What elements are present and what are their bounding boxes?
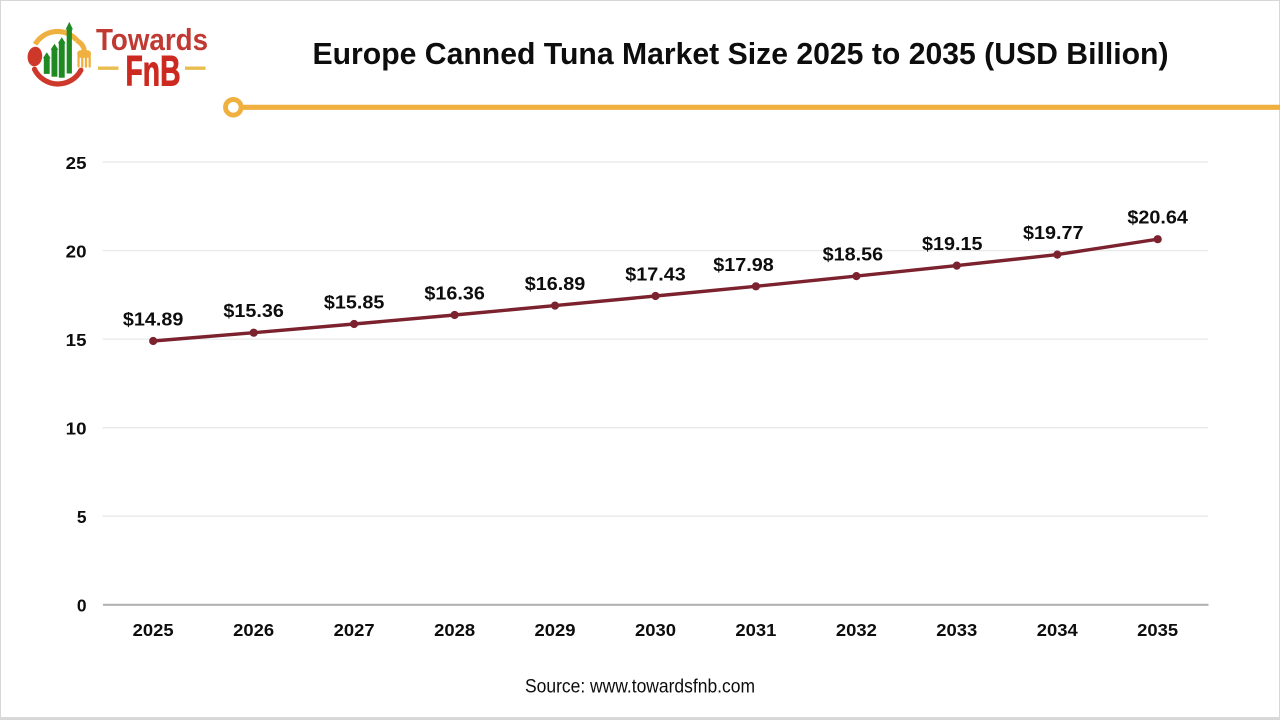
svg-text:$16.36: $16.36 [424,284,485,304]
svg-text:2027: 2027 [334,620,375,640]
svg-text:2028: 2028 [434,620,475,640]
svg-text:2031: 2031 [735,620,776,640]
svg-text:5: 5 [77,507,87,527]
svg-text:$17.43: $17.43 [625,265,686,285]
svg-text:Europe Canned Tuna Market Size: Europe Canned Tuna Market Size 2025 to 2… [313,36,1169,71]
svg-text:$20.64: $20.64 [1127,208,1188,228]
svg-text:2034: 2034 [1037,620,1078,640]
svg-text:$18.56: $18.56 [823,245,884,265]
svg-text:10: 10 [66,419,87,439]
svg-text:20: 20 [66,241,87,261]
svg-text:Towards: Towards [96,24,208,57]
svg-text:$15.36: $15.36 [223,301,284,321]
svg-text:2035: 2035 [1137,620,1178,640]
svg-text:2033: 2033 [936,620,977,640]
svg-text:$14.89: $14.89 [123,310,184,330]
svg-text:$17.98: $17.98 [713,255,774,275]
svg-text:15: 15 [66,330,87,350]
svg-text:FnB: FnB [126,48,181,96]
svg-text:2026: 2026 [233,620,274,640]
svg-text:2030: 2030 [635,620,676,640]
svg-text:2032: 2032 [836,620,877,640]
svg-text:25: 25 [66,153,87,173]
svg-text:Source: www.towardsfnb.com: Source: www.towardsfnb.com [525,677,755,698]
svg-text:$15.85: $15.85 [324,293,385,313]
svg-text:$16.89: $16.89 [525,274,586,294]
svg-text:0: 0 [77,596,87,616]
svg-text:2025: 2025 [133,620,174,640]
svg-text:$19.15: $19.15 [922,234,983,254]
svg-text:2029: 2029 [535,620,576,640]
svg-text:$19.77: $19.77 [1023,223,1084,243]
